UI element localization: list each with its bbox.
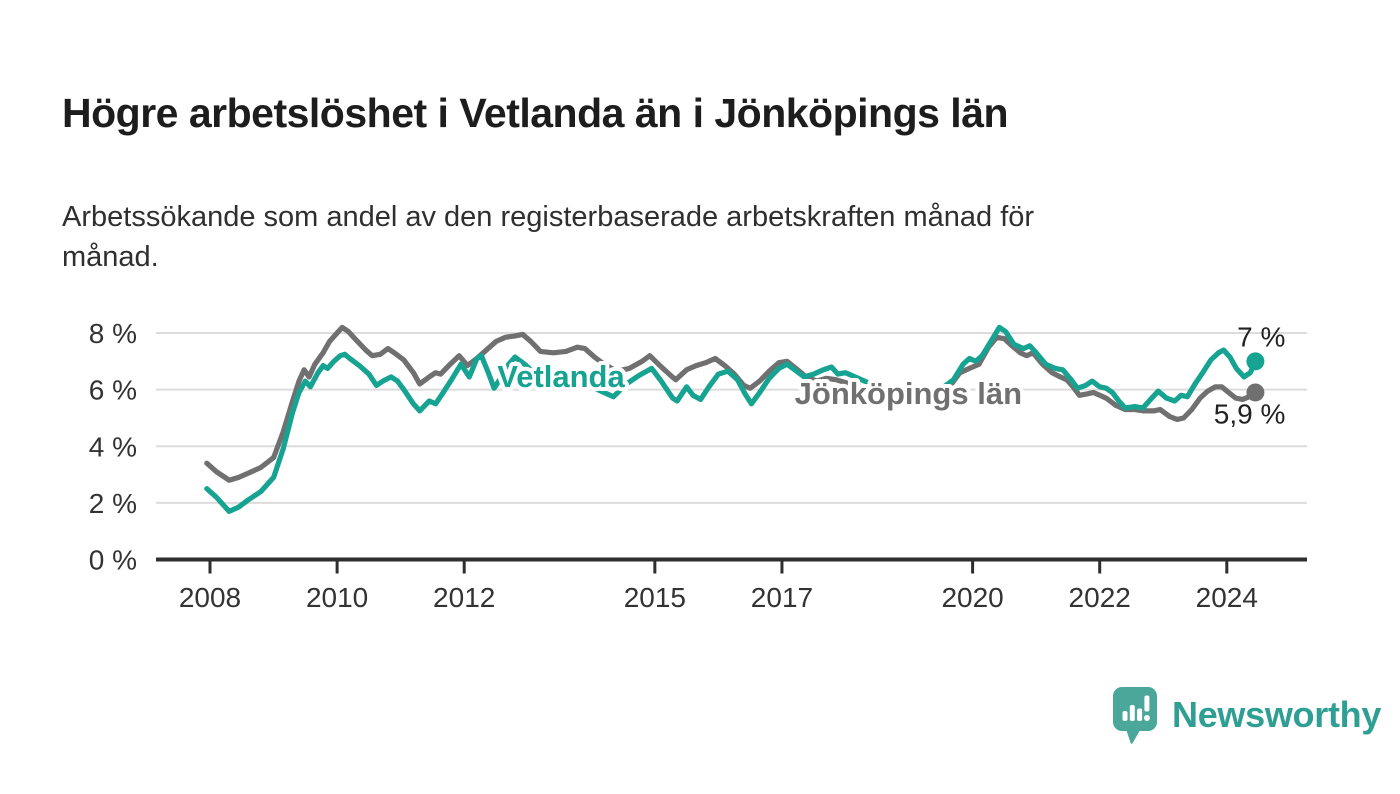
bar-chart-glyph [1122, 695, 1150, 721]
y-axis-label-6: 6 % [89, 375, 137, 406]
end-dot-1 [1246, 383, 1265, 402]
x-axis-label-2015: 2015 [624, 582, 686, 613]
x-axis-label-2022: 2022 [1069, 582, 1131, 613]
x-axis-label-2008: 2008 [179, 582, 241, 613]
chart-subtitle: Arbetssökande som andel av den registerb… [62, 201, 1035, 274]
y-axis-label-0: 0 % [89, 545, 137, 576]
y-axis-label-2: 2 % [89, 488, 137, 519]
x-axis-label-2012: 2012 [433, 582, 495, 613]
x-axis-label-2024: 2024 [1196, 582, 1258, 613]
page-title: Högre arbetslöshet i Vetlanda än i Jönkö… [62, 90, 1009, 137]
series-label-0: Vetlanda [497, 359, 625, 394]
newsworthy-wordmark: Newsworthy [1172, 694, 1382, 735]
newsworthy-logo: Newsworthy [1112, 686, 1381, 748]
speech-bubble-shape [1113, 687, 1157, 744]
y-axis-label-8: 8 % [89, 318, 137, 349]
series-line-0 [204, 324, 1259, 514]
y-axis-label-4: 4 % [89, 431, 137, 462]
end-value-label-1: 5,9 % [1214, 398, 1286, 429]
x-axis-label-2020: 2020 [941, 582, 1003, 613]
series-label-1: Jönköpings län [795, 376, 1022, 411]
end-value-label-0: 7 % [1237, 321, 1285, 352]
newsworthy-logo-icon [1113, 687, 1157, 744]
end-dot-0 [1246, 352, 1265, 371]
x-axis-label-2017: 2017 [751, 582, 813, 613]
series-line-1 [204, 324, 1259, 483]
x-axis-label-2010: 2010 [306, 582, 368, 613]
